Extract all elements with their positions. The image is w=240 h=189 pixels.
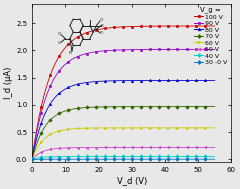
X-axis label: V_d (V): V_d (V) — [117, 176, 147, 185]
Legend: 100 V, 90 V, 80 V, 70 V, 60 V, 50 V, 40 V, 30 -0 V: 100 V, 90 V, 80 V, 70 V, 60 V, 50 V, 40 … — [193, 6, 228, 66]
Y-axis label: I_d (μA): I_d (μA) — [4, 67, 13, 99]
